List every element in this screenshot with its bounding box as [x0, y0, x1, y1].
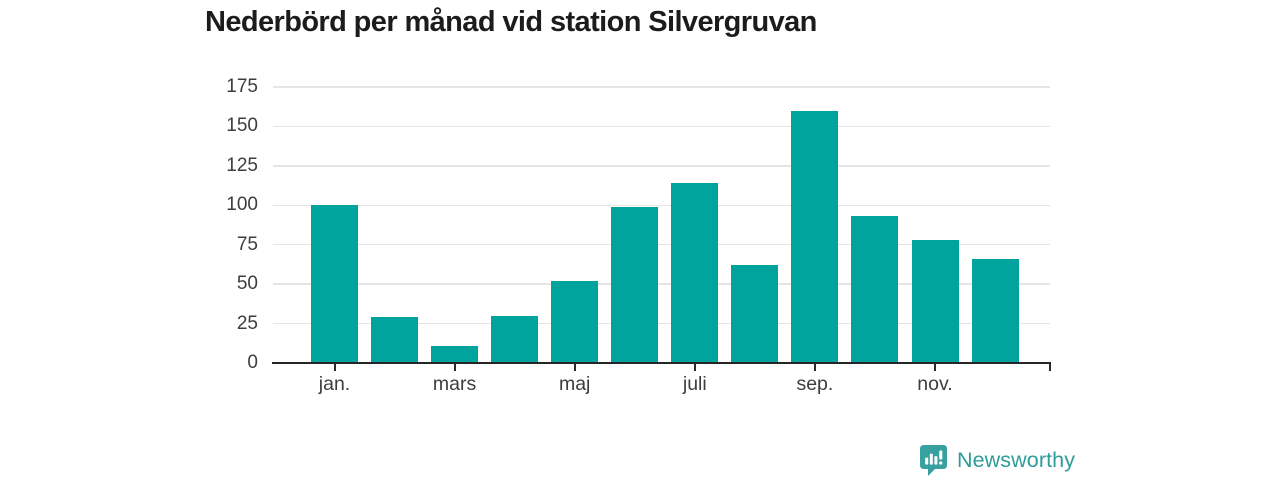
y-axis-label-75: 75 [236, 233, 258, 255]
y-axis-label-150: 150 [226, 115, 258, 137]
y-axis-label-125: 125 [226, 154, 258, 176]
y-axis-label-25: 25 [236, 312, 258, 334]
x-axis-tick-maj [573, 363, 576, 371]
gridline-125 [273, 165, 1050, 167]
x-axis-label-mars: mars [432, 373, 477, 395]
x-axis-label-nov: nov. [917, 373, 953, 395]
bar-feb. [371, 317, 419, 363]
bar-juli [671, 183, 719, 363]
x-axis-label-juli: juli [682, 373, 707, 395]
x-axis-label-sep: sep. [796, 373, 834, 395]
x-axis-baseline [272, 361, 1051, 364]
x-axis-tick-mars [453, 363, 456, 371]
bar-jan. [311, 205, 358, 363]
bar-sep. [791, 110, 839, 363]
y-axis-label-50: 50 [236, 273, 258, 295]
bar-aug. [731, 265, 779, 363]
gridline-75 [273, 243, 1050, 246]
gridline-100 [273, 204, 1050, 207]
bar-apr. [491, 315, 539, 363]
y-axis-label-100: 100 [226, 194, 258, 216]
gridline-25 [273, 322, 1050, 325]
newsworthy-chart-bubble-icon [920, 445, 947, 476]
gridline-50 [273, 283, 1050, 285]
x-axis-label-jan: jan. [318, 373, 351, 395]
gridline-175 [273, 86, 1050, 88]
y-axis-label-175: 175 [226, 76, 258, 97]
x-axis-tick-nov [934, 363, 936, 371]
gridline-150 [273, 125, 1050, 128]
bar-mars [431, 345, 479, 363]
chart-title: Nederbörd per månad vid station Silvergr… [205, 6, 817, 38]
x-axis-tick-sep [813, 363, 816, 371]
bar-dec. [971, 258, 1019, 363]
x-axis-tick-jan [333, 363, 336, 371]
bar-okt. [851, 216, 899, 363]
x-axis-tick-juli [693, 363, 696, 371]
y-axis-label-0: 0 [247, 352, 258, 373]
newsworthy-logo: Newsworthy [919, 444, 1075, 477]
x-axis-label-maj: maj [558, 373, 591, 395]
bar-juni [611, 206, 659, 363]
x-axis-end-tick [1049, 363, 1051, 371]
bar-maj [551, 280, 599, 363]
bar-nov. [911, 239, 959, 363]
newsworthy-logo-text: Newsworthy [957, 448, 1076, 472]
